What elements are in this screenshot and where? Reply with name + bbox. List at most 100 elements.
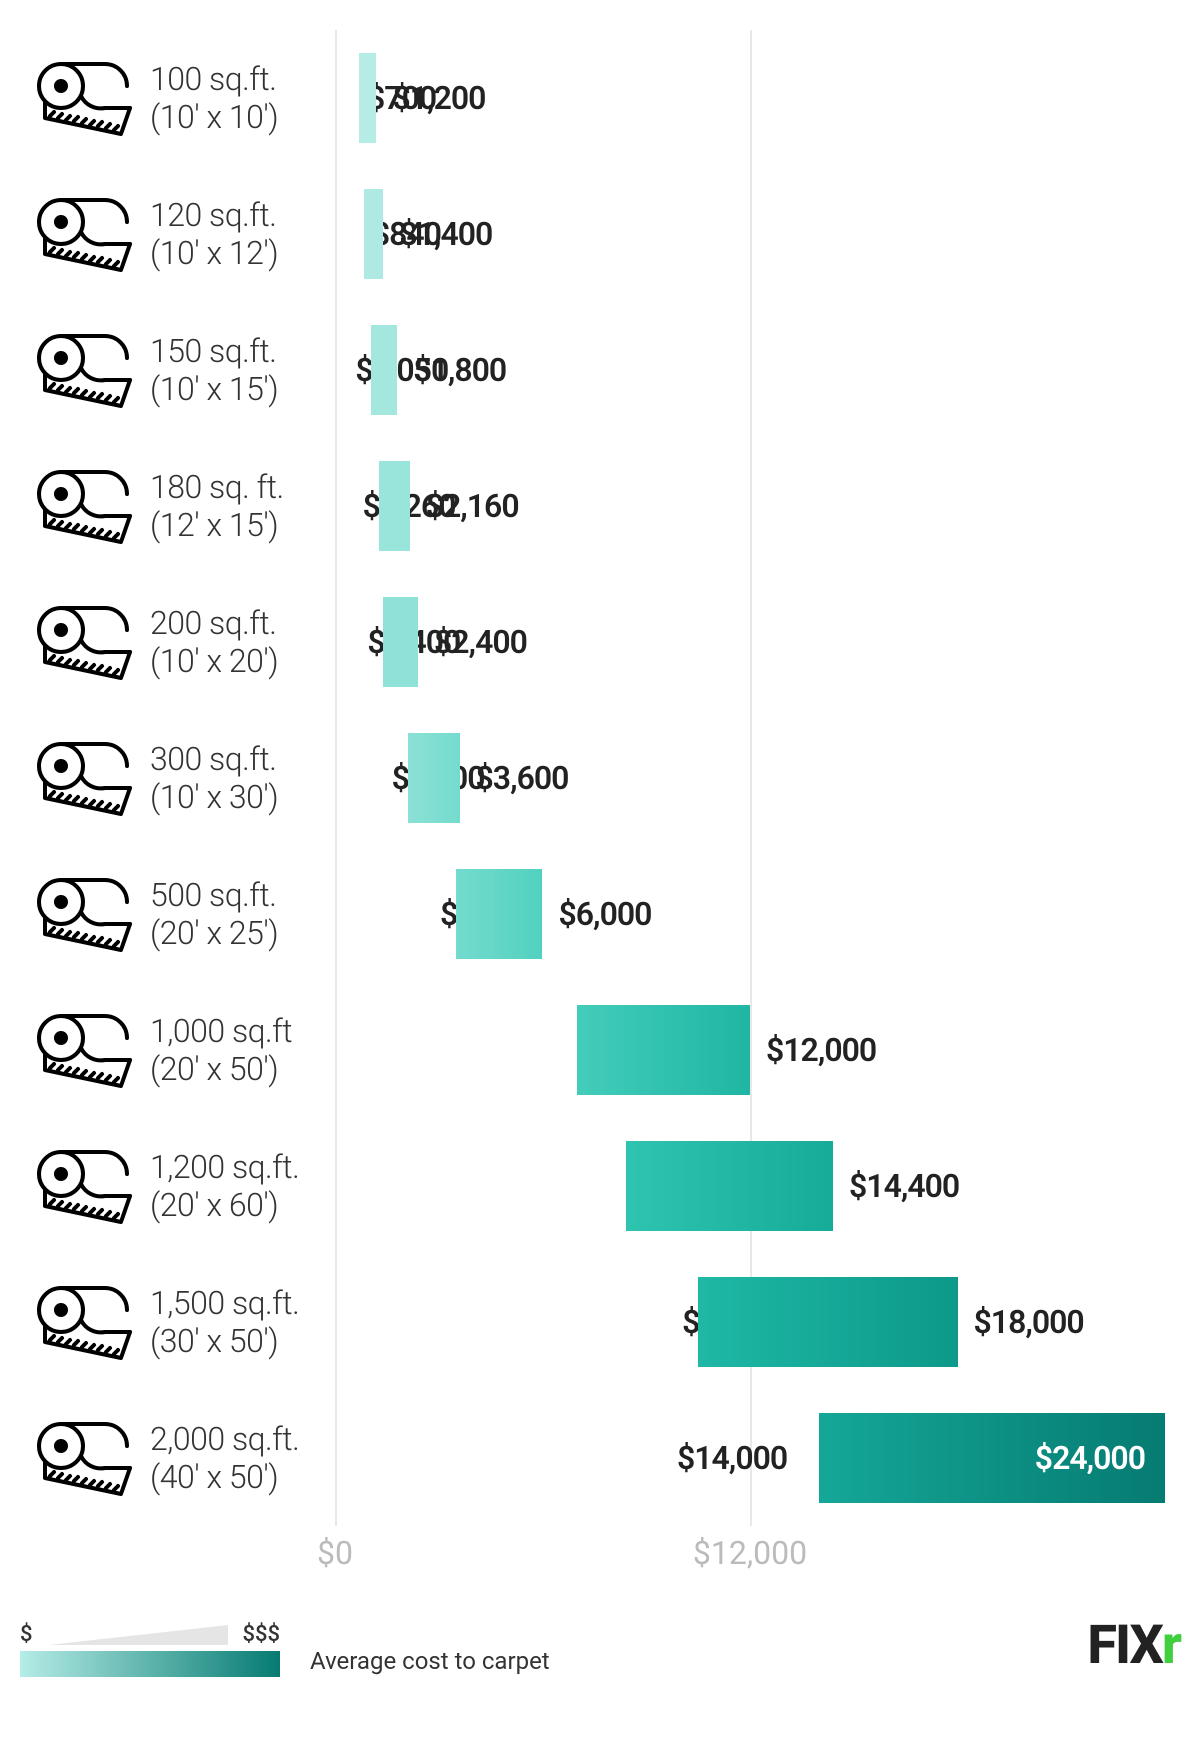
- row-label: 1,200 sq.ft. (20' x 60'): [150, 1148, 335, 1225]
- row-icon-cell: [20, 1148, 150, 1224]
- row-sqft: 1,000 sq.ft: [150, 1012, 335, 1050]
- range-bar: [456, 869, 542, 959]
- carpet-roll-icon: [35, 740, 135, 816]
- legend-row: $ $$$ Average cost to carpet FIXr: [20, 1614, 1180, 1677]
- row-sqft: 100 sq.ft.: [150, 60, 335, 98]
- carpet-roll-icon: [35, 604, 135, 680]
- range-bar: [359, 53, 376, 143]
- row-label: 300 sq.ft. (10' x 30'): [150, 740, 335, 817]
- chart-row: 2,000 sq.ft. (40' x 50') $14,000 $24,000: [20, 1390, 1180, 1526]
- row-label: 120 sq.ft. (10' x 12'): [150, 196, 335, 273]
- row-sqft: 500 sq.ft.: [150, 876, 335, 914]
- range-bar: [379, 461, 410, 551]
- row-icon-cell: [20, 1012, 150, 1088]
- row-dims: (10' x 10'): [150, 98, 335, 136]
- chart-row: 120 sq.ft. (10' x 12') $840 $1,400: [20, 166, 1180, 302]
- high-price-label: $18,000: [974, 1303, 1084, 1341]
- legend-caption: Average cost to carpet: [310, 1647, 550, 1675]
- bar-cell: $7,000 $12,000: [335, 982, 1180, 1118]
- row-icon-cell: [20, 1420, 150, 1496]
- row-label: 200 sq.ft. (10' x 20'): [150, 604, 335, 681]
- range-bar: [698, 1277, 957, 1367]
- chart-row: 300 sq.ft. (10' x 30') $2,100 $3,600: [20, 710, 1180, 846]
- range-bar: [364, 189, 383, 279]
- fixr-logo: FIXr: [1087, 1614, 1180, 1677]
- row-label: 1,500 sq.ft. (30' x 50'): [150, 1284, 335, 1361]
- logo-text: FIXr: [1087, 1614, 1180, 1677]
- row-label: 2,000 sq.ft. (40' x 50'): [150, 1420, 335, 1497]
- bar-cell: $700 $1,200: [335, 30, 1180, 166]
- row-dims: (30' x 50'): [150, 1322, 335, 1360]
- row-label: 500 sq.ft. (20' x 25'): [150, 876, 335, 953]
- high-price-label: $12,000: [766, 1031, 876, 1069]
- bar-cell: $8,400 $14,400: [335, 1118, 1180, 1254]
- row-sqft: 150 sq.ft.: [150, 332, 335, 370]
- row-sqft: 180 sq. ft.: [150, 468, 335, 506]
- row-dims: (10' x 12'): [150, 234, 335, 272]
- row-dims: (10' x 15'): [150, 370, 335, 408]
- axis-tick-label: $0: [317, 1534, 353, 1572]
- low-price-label: $840: [372, 215, 457, 253]
- row-sqft: 300 sq.ft.: [150, 740, 335, 778]
- chart-row: 1,200 sq.ft. (20' x 60') $8,400 $14,400: [20, 1118, 1180, 1254]
- carpet-roll-icon: [35, 1420, 135, 1496]
- row-dims: (20' x 50'): [150, 1050, 335, 1088]
- low-price-label: $700: [367, 79, 452, 117]
- row-dims: (20' x 60'): [150, 1186, 335, 1224]
- carpet-roll-icon: [35, 196, 135, 272]
- legend-scale: $ $$$: [20, 1622, 280, 1677]
- chart-row: 180 sq. ft. (12' x 15') $1,260 $2,160: [20, 438, 1180, 574]
- carpet-roll-icon: [35, 876, 135, 952]
- row-dims: (10' x 30'): [150, 778, 335, 816]
- bar-cell: $10,500 $18,000: [335, 1254, 1180, 1390]
- chart-row: 200 sq.ft. (10' x 20') $1,400 $2,400: [20, 574, 1180, 710]
- row-label: 150 sq.ft. (10' x 15'): [150, 332, 335, 409]
- row-icon-cell: [20, 604, 150, 680]
- row-sqft: 200 sq.ft.: [150, 604, 335, 642]
- legend-low-symbol: $: [20, 1622, 33, 1647]
- wedge-icon: [48, 1625, 228, 1647]
- row-icon-cell: [20, 468, 150, 544]
- range-bar: [626, 1141, 834, 1231]
- row-sqft: 1,200 sq.ft.: [150, 1148, 335, 1186]
- chart-row: 1,500 sq.ft. (30' x 50') $10,500 $18,000: [20, 1254, 1180, 1390]
- x-axis: $0$12,000: [335, 1534, 1180, 1584]
- row-dims: (12' x 15'): [150, 506, 335, 544]
- row-icon-cell: [20, 196, 150, 272]
- row-icon-cell: [20, 1284, 150, 1360]
- row-icon-cell: [20, 740, 150, 816]
- chart-row: 500 sq.ft. (20' x 25') $3,500 $6,000: [20, 846, 1180, 982]
- bar-cell: $14,000 $24,000: [335, 1390, 1180, 1526]
- row-dims: (20' x 25'): [150, 914, 335, 952]
- row-sqft: 1,500 sq.ft.: [150, 1284, 335, 1322]
- carpet-roll-icon: [35, 60, 135, 136]
- chart-row: 1,000 sq.ft (20' x 50') $7,000 $12,000: [20, 982, 1180, 1118]
- row-label: 100 sq.ft. (10' x 10'): [150, 60, 335, 137]
- legend-gradient-bar: [20, 1651, 280, 1677]
- range-bar: [383, 597, 418, 687]
- bar-cell: $1,400 $2,400: [335, 574, 1180, 710]
- row-icon-cell: [20, 60, 150, 136]
- bar-cell: $1,050 $1,800: [335, 302, 1180, 438]
- range-bar: [577, 1005, 750, 1095]
- legend-high-symbol: $$$: [242, 1622, 280, 1647]
- carpet-roll-icon: [35, 1284, 135, 1360]
- range-bar: [408, 733, 460, 823]
- chart-row: 150 sq.ft. (10' x 15') $1,050 $1,800: [20, 302, 1180, 438]
- high-price-label: $14,400: [849, 1167, 959, 1205]
- row-sqft: 2,000 sq.ft.: [150, 1420, 335, 1458]
- bar-cell: $840 $1,400: [335, 166, 1180, 302]
- row-dims: (40' x 50'): [150, 1458, 335, 1496]
- bar-cell: $2,100 $3,600: [335, 710, 1180, 846]
- axis-tick-label: $12,000: [693, 1534, 807, 1572]
- bar-cell: $3,500 $6,000: [335, 846, 1180, 982]
- high-price-label: $24,000: [1035, 1439, 1145, 1477]
- high-price-label: $6,000: [558, 895, 651, 933]
- row-icon-cell: [20, 332, 150, 408]
- bar-cell: $1,260 $2,160: [335, 438, 1180, 574]
- row-label: 1,000 sq.ft (20' x 50'): [150, 1012, 335, 1089]
- carpet-roll-icon: [35, 1148, 135, 1224]
- row-sqft: 120 sq.ft.: [150, 196, 335, 234]
- row-dims: (10' x 20'): [150, 642, 335, 680]
- chart-area: 100 sq.ft. (10' x 10') $700 $1,200 120 s…: [20, 30, 1180, 1584]
